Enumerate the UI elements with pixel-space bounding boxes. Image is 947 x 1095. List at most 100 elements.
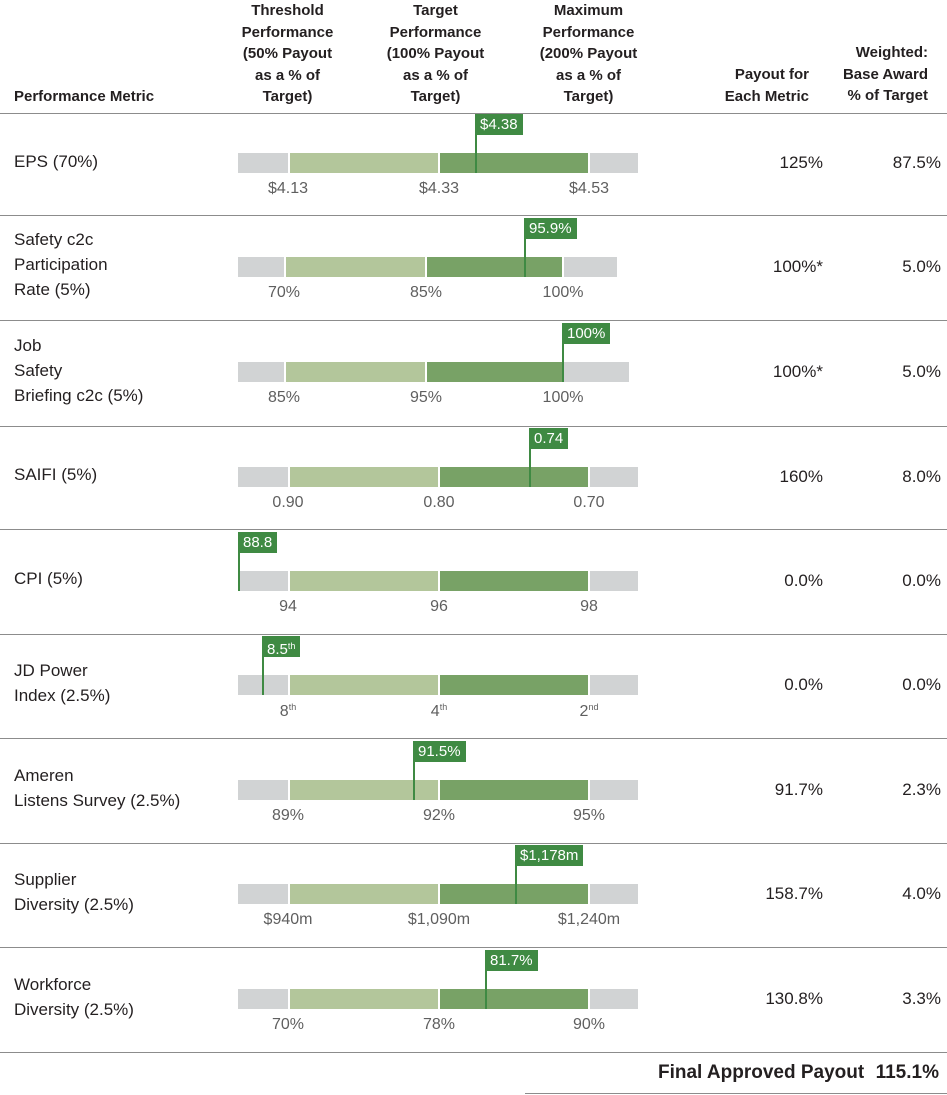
- bar-threshold-to-target: [290, 780, 438, 800]
- actual-result-flag: 81.7%: [485, 950, 538, 971]
- header-target-line: Performance: [389, 23, 482, 41]
- header-weighted-line: % of Target: [847, 87, 928, 104]
- bar-threshold-to-target: [286, 362, 425, 382]
- target-ordinal-suffix: th: [439, 702, 448, 712]
- payout-value: 91.7%: [774, 780, 823, 799]
- header-rule: [0, 113, 947, 114]
- metric-label: Ameren Listens Survey (2.5%): [14, 763, 180, 813]
- threshold-value: 8: [279, 703, 289, 720]
- target-value: 92%: [422, 807, 456, 824]
- threshold-value: 89%: [271, 807, 305, 824]
- weighted-award-value: 0.0%: [902, 571, 941, 590]
- final-approved-payout-value: 115.1%: [875, 1062, 939, 1083]
- actual-result-value: 8.5: [267, 641, 288, 658]
- maximum-value: $1,240m: [557, 911, 621, 928]
- header-threshold-line: (50% Payout: [242, 45, 333, 62]
- actual-result-flag: 8.5th: [262, 636, 301, 658]
- metric-label-line: Workforce: [14, 975, 92, 994]
- tick-maximum: 2nd: [580, 702, 599, 721]
- metric-label: Supplier Diversity (2.5%): [14, 867, 134, 917]
- header-target-line: (100% Payout: [386, 45, 485, 62]
- metric-label-line: Listens Survey (2.5%): [14, 791, 181, 810]
- actual-result-flag: 88.8: [238, 532, 278, 553]
- tick-target: 95%: [410, 389, 442, 407]
- header-performance-metric: Performance Metric: [14, 88, 155, 105]
- actual-marker-stem: [413, 751, 415, 800]
- table-row: JD Power Index (2.5%) 8th 4th 2nd 8.5th 0.0% 0.…: [0, 635, 947, 739]
- tick-maximum: 100%: [543, 284, 584, 302]
- threshold-value: 70%: [267, 284, 301, 301]
- threshold-value: $940m: [263, 911, 313, 928]
- bar-target-to-maximum: [440, 467, 588, 487]
- metric-label: Workforce Diversity (2.5%): [14, 972, 134, 1022]
- bar-threshold-to-target: [290, 467, 438, 487]
- bar-below-threshold: [238, 467, 288, 487]
- actual-marker-stem: [515, 855, 517, 904]
- tick-threshold: 85%: [268, 389, 300, 407]
- threshold-value: 94: [279, 598, 297, 615]
- tick-target: $4.33: [419, 180, 459, 198]
- bar-target-to-maximum: [440, 989, 588, 1009]
- actual-result-flag: $1,178m: [515, 845, 584, 866]
- tick-maximum: 95%: [573, 807, 605, 825]
- bar-threshold-to-target: [290, 571, 438, 591]
- weighted-award-value: 87.5%: [892, 153, 941, 172]
- metric-label: Safety c2c Participation Rate (5%): [14, 227, 108, 302]
- maximum-value: 2: [579, 703, 589, 720]
- maximum-value: 100%: [542, 389, 584, 406]
- target-value: $4.33: [418, 180, 460, 197]
- payout-value: 160%: [779, 467, 823, 486]
- header-maximum-line: as a % of: [555, 66, 622, 84]
- table-row: EPS (70%) $4.13 $4.33 $4.53 $4.38 125% 87.5%: [0, 114, 947, 216]
- header-threshold-line: Performance: [241, 23, 334, 41]
- metric-label: Job Safety Briefing c2c (5%): [14, 333, 143, 408]
- bar-target-to-maximum: [427, 362, 562, 382]
- header-target-line: Target: [413, 2, 458, 19]
- metric-label-line: JD Power: [14, 661, 88, 680]
- row-divider: [0, 1052, 947, 1053]
- header-threshold-line: as a % of: [254, 66, 321, 84]
- bar-above-maximum: [590, 780, 638, 800]
- header-payout-line: Payout for: [734, 66, 809, 83]
- row-divider: [0, 634, 947, 635]
- weighted-award-value: 8.0%: [902, 467, 941, 486]
- bar-target-to-maximum: [440, 571, 588, 591]
- tick-threshold: 94: [279, 598, 297, 616]
- weighted-award-value: 0.0%: [902, 675, 941, 694]
- metric-label-line: Diversity (2.5%): [14, 1000, 134, 1019]
- payout-value: 125%: [779, 153, 823, 172]
- threshold-value: 70%: [271, 1016, 305, 1033]
- header-maximum: Maximum Performance (200% Payout as a % …: [506, 0, 671, 108]
- actual-marker-stem: [475, 124, 477, 173]
- actual-result-value: 91.5%: [418, 743, 461, 760]
- threshold-value: 85%: [267, 389, 301, 406]
- row-divider: [0, 215, 947, 216]
- weighted-award-value: 3.3%: [902, 989, 941, 1008]
- bar-target-to-maximum: [427, 257, 562, 277]
- header-payout: Payout for Each Metric: [725, 64, 809, 107]
- maximum-value: 95%: [572, 807, 606, 824]
- actual-result-flag: 95.9%: [524, 218, 577, 239]
- tick-threshold: $4.13: [268, 180, 308, 198]
- target-value: 95%: [409, 389, 443, 406]
- header-target-line: Target): [410, 88, 461, 105]
- table-row: Ameren Listens Survey (2.5%) 89% 92% 95% 91.5…: [0, 739, 947, 844]
- metric-label: JD Power Index (2.5%): [14, 658, 110, 708]
- actual-marker-stem: [262, 646, 264, 695]
- metric-label-line: Briefing c2c (5%): [14, 386, 144, 405]
- metric-label-line: Job: [14, 336, 42, 355]
- table-row: Job Safety Briefing c2c (5%) 85% 95% 100% 100%…: [0, 321, 947, 427]
- metric-label-line: Diversity (2.5%): [14, 895, 134, 914]
- actual-result-flag: $4.38: [475, 114, 523, 135]
- bar-threshold-to-target: [290, 675, 438, 695]
- header-maximum-line: Performance: [542, 23, 635, 41]
- metric-label-line: SAIFI (5%): [14, 465, 98, 484]
- payout-value: 158.7%: [765, 884, 823, 903]
- header-maximum-line: Target): [563, 88, 614, 105]
- tick-target: 4th: [431, 702, 447, 721]
- actual-result-ordinal-suffix: th: [287, 641, 296, 651]
- target-value: 0.80: [423, 494, 455, 511]
- metric-label-line: EPS (70%): [14, 152, 99, 171]
- tick-maximum: 100%: [543, 389, 584, 407]
- bar-threshold-to-target: [290, 989, 438, 1009]
